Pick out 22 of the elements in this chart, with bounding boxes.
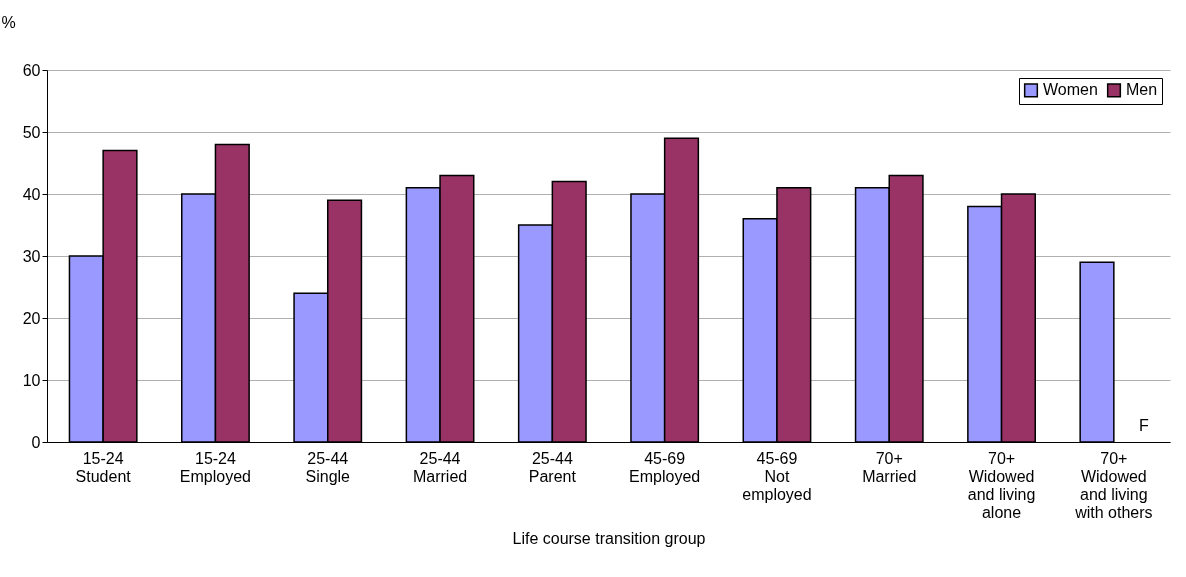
- y-axis-title: %: [1, 13, 16, 31]
- x-tick-label: 70+ Widowed and living with others: [1074, 449, 1153, 521]
- y-tick-label: 50: [22, 123, 41, 141]
- y-tick-label: 30: [22, 247, 41, 265]
- x-tick-label: 70+ Married: [862, 449, 917, 485]
- x-tick-label: 25-44 Parent: [528, 449, 577, 485]
- y-tick-label: 10: [22, 371, 41, 389]
- x-tick-label: 70+ Widowed and living alone: [967, 449, 1036, 521]
- y-tick-label: 20: [22, 309, 41, 327]
- y-tick-label: 40: [22, 185, 41, 203]
- x-tick-label: 25-44 Single: [305, 449, 351, 485]
- x-tick-label: 15-24 Student: [75, 449, 132, 485]
- x-tick-label: 45-69 Not employed: [742, 449, 812, 503]
- legend-label: Men: [1126, 81, 1158, 99]
- annotation: F: [1138, 417, 1149, 434]
- x-tick-label: 45-69 Employed: [629, 449, 701, 485]
- y-tick-label: 60: [22, 61, 41, 79]
- legend-label: Women: [1043, 81, 1098, 99]
- y-tick-label: 0: [31, 433, 41, 451]
- x-tick-label: 25-44 Married: [412, 449, 468, 485]
- x-tick-label: 15-24 Employed: [179, 449, 252, 485]
- x-axis-title: Life course transition group: [512, 529, 706, 547]
